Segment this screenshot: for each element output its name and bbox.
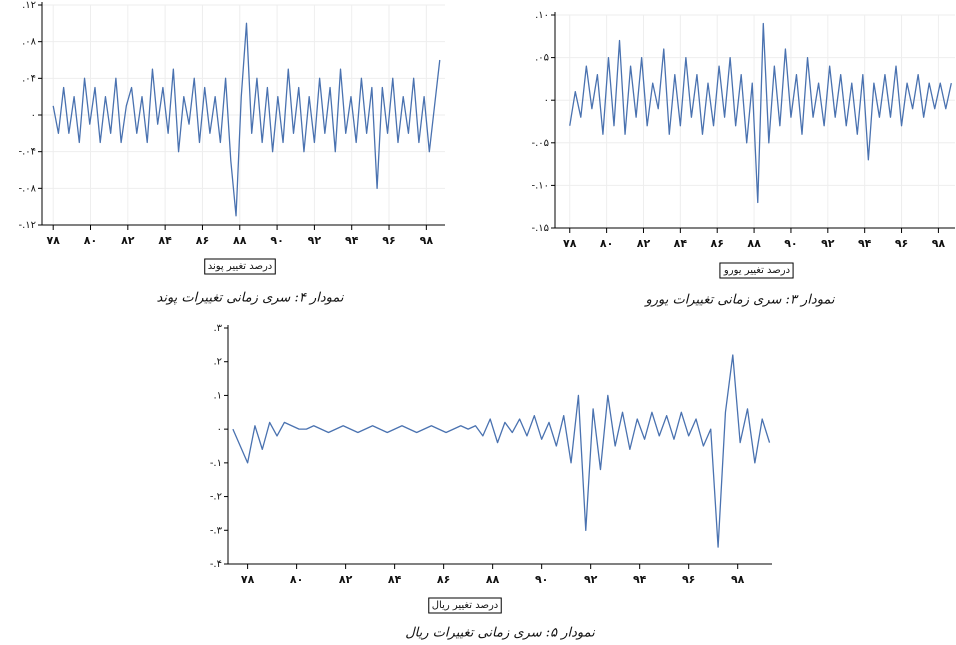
x-tick-label: ۸۸ bbox=[233, 234, 247, 247]
x-axis-label: درصد تغییر پوند bbox=[208, 261, 273, 272]
x-tick-label: ۷۸ bbox=[563, 237, 577, 250]
x-axis-label: درصد تغییر ریال bbox=[432, 600, 498, 611]
y-tick-label: -.۰۴ bbox=[18, 147, 36, 158]
x-tick-label: ۸۴ bbox=[674, 237, 688, 250]
x-tick-label: ۹۲ bbox=[308, 234, 322, 247]
y-tick-label: ۰ bbox=[544, 95, 549, 106]
x-axis-label: درصد تغییر یورو bbox=[723, 265, 790, 276]
x-tick-label: ۸۶ bbox=[196, 234, 209, 247]
y-tick-label: -.۳ bbox=[210, 525, 223, 536]
x-tick-label: ۹۰ bbox=[784, 237, 797, 250]
y-tick-label: -.۱۰ bbox=[531, 180, 549, 191]
x-tick-label: ۸۰ bbox=[84, 234, 97, 247]
y-tick-label: ۰ bbox=[217, 424, 222, 435]
x-tick-label: ۹۶ bbox=[682, 573, 695, 586]
chart-caption: نمودار ۳: سری زمانی تغییرات یورو bbox=[643, 293, 834, 308]
series-line bbox=[232, 354, 771, 548]
chart-caption: نمودار ۵: سری زمانی تغییرات ریال bbox=[405, 626, 595, 641]
x-tick-label: ۷۸ bbox=[241, 573, 255, 586]
y-tick-label: -.۱ bbox=[210, 458, 222, 469]
y-tick-label: .۱۰ bbox=[535, 10, 549, 21]
y-tick-label: .۰۸ bbox=[22, 37, 37, 48]
series-line bbox=[52, 22, 441, 217]
series-line bbox=[569, 22, 952, 204]
x-tick-label: ۸۲ bbox=[339, 573, 353, 586]
x-tick-label: ۸۰ bbox=[290, 573, 303, 586]
y-tick-label: .۱۲ bbox=[22, 0, 36, 11]
x-tick-label: ۸۲ bbox=[637, 237, 651, 250]
y-tick-label: -.۱۲ bbox=[18, 220, 36, 231]
x-tick-label: ۹۸ bbox=[932, 237, 946, 250]
x-axis-label-box bbox=[428, 597, 502, 614]
x-tick-label: ۹۸ bbox=[420, 234, 434, 247]
x-tick-label: ۹۸ bbox=[731, 573, 745, 586]
x-tick-label: ۹۴ bbox=[345, 234, 359, 247]
x-tick-label: ۹۰ bbox=[535, 573, 548, 586]
x-tick-label: ۹۰ bbox=[270, 234, 283, 247]
x-tick-label: ۹۶ bbox=[382, 234, 395, 247]
chart-caption: نمودار ۴: سری زمانی تغییرات پوند bbox=[157, 291, 344, 306]
y-tick-label: ۰ bbox=[31, 110, 36, 121]
x-tick-label: ۹۶ bbox=[895, 237, 908, 250]
x-tick-label: ۷۸ bbox=[46, 234, 60, 247]
y-tick-label: .۲ bbox=[213, 357, 222, 368]
x-tick-label: ۸۴ bbox=[158, 234, 172, 247]
x-tick-label: ۸۶ bbox=[710, 237, 723, 250]
x-tick-label: ۹۴ bbox=[633, 573, 647, 586]
y-tick-label: .۰۵ bbox=[535, 53, 549, 64]
y-tick-label: -.۴ bbox=[210, 559, 222, 570]
y-tick-label: .۰۴ bbox=[22, 73, 36, 84]
x-tick-label: ۸۸ bbox=[747, 237, 761, 250]
x-tick-label: ۹۴ bbox=[858, 237, 872, 250]
x-tick-label: ۸۴ bbox=[388, 573, 402, 586]
x-tick-label: ۹۲ bbox=[584, 573, 598, 586]
x-tick-label: ۸۶ bbox=[437, 573, 450, 586]
y-tick-label: .۳ bbox=[213, 323, 222, 334]
x-tick-label: ۸۰ bbox=[600, 237, 613, 250]
y-tick-label: -.۰۸ bbox=[18, 183, 36, 194]
x-tick-label: ۸۸ bbox=[486, 573, 500, 586]
x-tick-label: ۸۲ bbox=[121, 234, 135, 247]
y-tick-label: .۱ bbox=[213, 390, 222, 401]
x-axis-label-box bbox=[204, 258, 276, 275]
y-tick-label: -.۰۵ bbox=[531, 138, 549, 149]
y-tick-label: -.۲ bbox=[210, 492, 222, 503]
y-tick-label: -.۱۵ bbox=[531, 223, 549, 234]
x-axis-label-box bbox=[719, 262, 794, 279]
x-tick-label: ۹۲ bbox=[821, 237, 835, 250]
